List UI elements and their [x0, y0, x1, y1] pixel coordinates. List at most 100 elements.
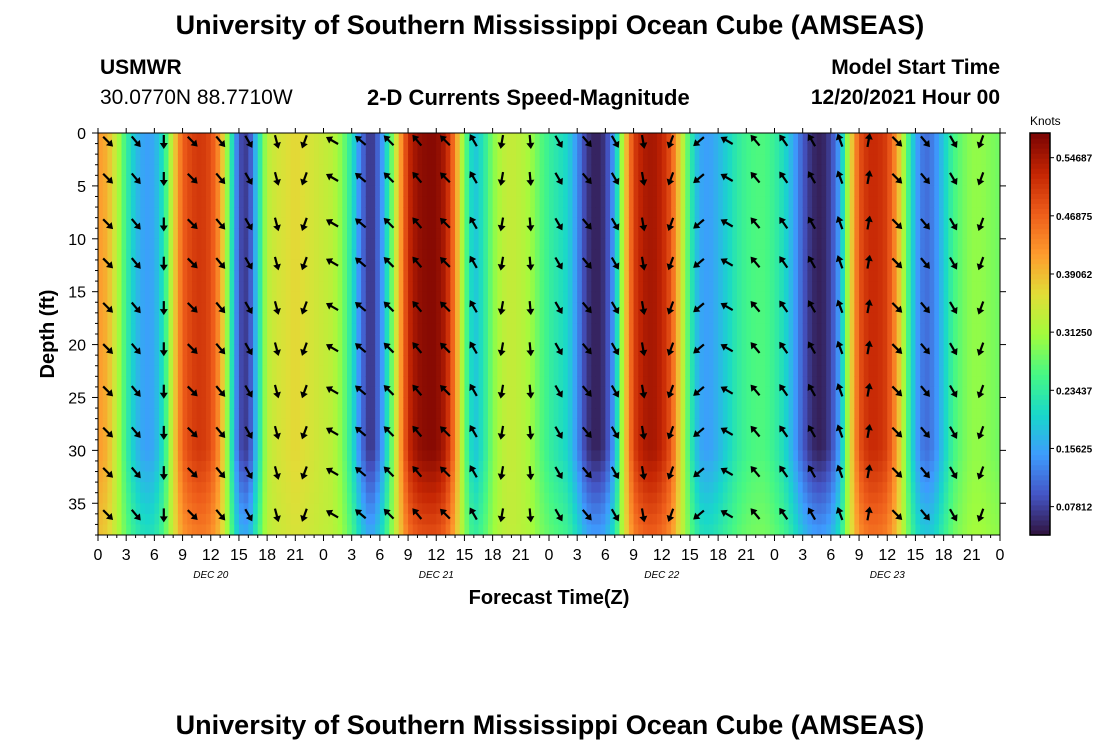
heatmap-cell: [187, 323, 193, 335]
heatmap-cell: [224, 323, 231, 335]
heatmap-cell: [652, 196, 658, 208]
heatmap-cell: [661, 175, 668, 187]
heatmap-cell: [149, 408, 155, 420]
heatmap-cell: [516, 312, 522, 325]
heatmap-cell: [295, 397, 301, 409]
heatmap-cell: [182, 450, 188, 462]
heatmap-cell: [487, 397, 494, 409]
heatmap-cell: [276, 323, 282, 335]
heatmap-cell: [483, 259, 489, 272]
heatmap-cell: [699, 312, 705, 325]
heatmap-cell: [581, 323, 588, 335]
heatmap-cell: [154, 175, 160, 187]
heatmap-cell: [342, 196, 348, 208]
heatmap-cell: [116, 386, 123, 399]
heatmap-cell: [210, 460, 217, 473]
heatmap-cell: [346, 281, 353, 293]
heatmap-cell: [149, 185, 155, 198]
heatmap-cell: [271, 334, 278, 346]
heatmap-cell: [257, 513, 264, 526]
heatmap-cell: [591, 312, 597, 325]
heatmap-cell: [440, 439, 447, 451]
heatmap-cell: [116, 471, 123, 483]
heatmap-cell: [708, 386, 715, 399]
heatmap-cell: [412, 196, 419, 208]
heatmap-cell: [163, 376, 170, 388]
heatmap-cell: [586, 312, 592, 325]
heatmap-cell: [375, 302, 381, 314]
heatmap-cell: [112, 344, 118, 356]
heatmap-cell: [422, 270, 428, 282]
heatmap-cell: [459, 196, 466, 208]
heatmap-cell: [657, 429, 663, 441]
heatmap-cell: [455, 418, 461, 430]
heatmap-cell: [614, 482, 621, 494]
heatmap-cell: [314, 450, 320, 462]
heatmap-cell: [549, 133, 555, 145]
heatmap-cell: [403, 323, 409, 335]
heatmap-cell: [577, 376, 583, 388]
heatmap-cell: [365, 460, 372, 473]
heatmap-cell: [525, 270, 531, 282]
heatmap-cell: [177, 154, 184, 166]
heatmap-cell: [459, 238, 466, 250]
heatmap-cell: [464, 270, 470, 282]
heatmap-cell: [281, 249, 287, 261]
heatmap-cell: [567, 397, 574, 409]
heatmap-cell: [661, 482, 668, 494]
heatmap-cell: [680, 386, 686, 399]
heatmap-cell: [633, 143, 639, 155]
heatmap-cell: [154, 450, 160, 462]
heatmap-cell: [591, 217, 597, 229]
heatmap-cell: [440, 196, 447, 208]
heatmap-cell: [497, 249, 503, 261]
heatmap-cell: [238, 291, 245, 303]
heatmap-cell: [652, 460, 658, 473]
heatmap-cell: [647, 302, 653, 314]
heatmap-cell: [455, 249, 461, 261]
heatmap-cell: [318, 386, 325, 399]
heatmap-cell: [163, 344, 170, 356]
heatmap-cell: [581, 259, 588, 272]
heatmap-cell: [375, 408, 381, 420]
heatmap-cell: [285, 164, 292, 176]
heatmap-cell: [680, 482, 686, 494]
heatmap-cell: [332, 312, 339, 325]
heatmap-cell: [558, 397, 564, 409]
heatmap-cell: [581, 217, 588, 229]
heatmap-cell: [558, 408, 564, 420]
heatmap-cell: [201, 376, 207, 388]
heatmap-cell: [464, 312, 470, 325]
heatmap-cell: [469, 270, 475, 282]
heatmap-cell: [530, 228, 536, 240]
heatmap-cell: [168, 281, 174, 293]
heatmap-cell: [610, 249, 616, 261]
heatmap-cell: [121, 344, 127, 356]
heatmap-cell: [361, 492, 367, 504]
heatmap-cell: [516, 471, 522, 483]
heatmap-cell: [675, 270, 682, 282]
heatmap-cell: [473, 281, 480, 293]
heatmap-cell: [365, 376, 372, 388]
heatmap-cell: [384, 334, 390, 346]
heatmap-cell: [539, 344, 545, 356]
heatmap-cell: [534, 143, 541, 155]
heatmap-cell: [506, 365, 513, 377]
heatmap-cell: [445, 249, 451, 261]
heatmap-cell: [234, 524, 240, 535]
heatmap-cell: [689, 323, 696, 335]
heatmap-cell: [642, 217, 649, 229]
heatmap-cell: [525, 344, 531, 356]
heatmap-cell: [403, 143, 409, 155]
heatmap-cell: [159, 196, 165, 208]
heatmap-cell: [248, 418, 254, 430]
heatmap-cell: [431, 524, 437, 535]
heatmap-cell: [107, 376, 113, 388]
heatmap-cell: [257, 228, 264, 240]
heatmap-cell: [544, 228, 550, 240]
heatmap-cell: [238, 312, 245, 325]
heatmap-cell: [365, 196, 372, 208]
heatmap-cell: [257, 143, 264, 155]
heatmap-cell: [281, 228, 287, 240]
heatmap-cell: [220, 133, 226, 145]
